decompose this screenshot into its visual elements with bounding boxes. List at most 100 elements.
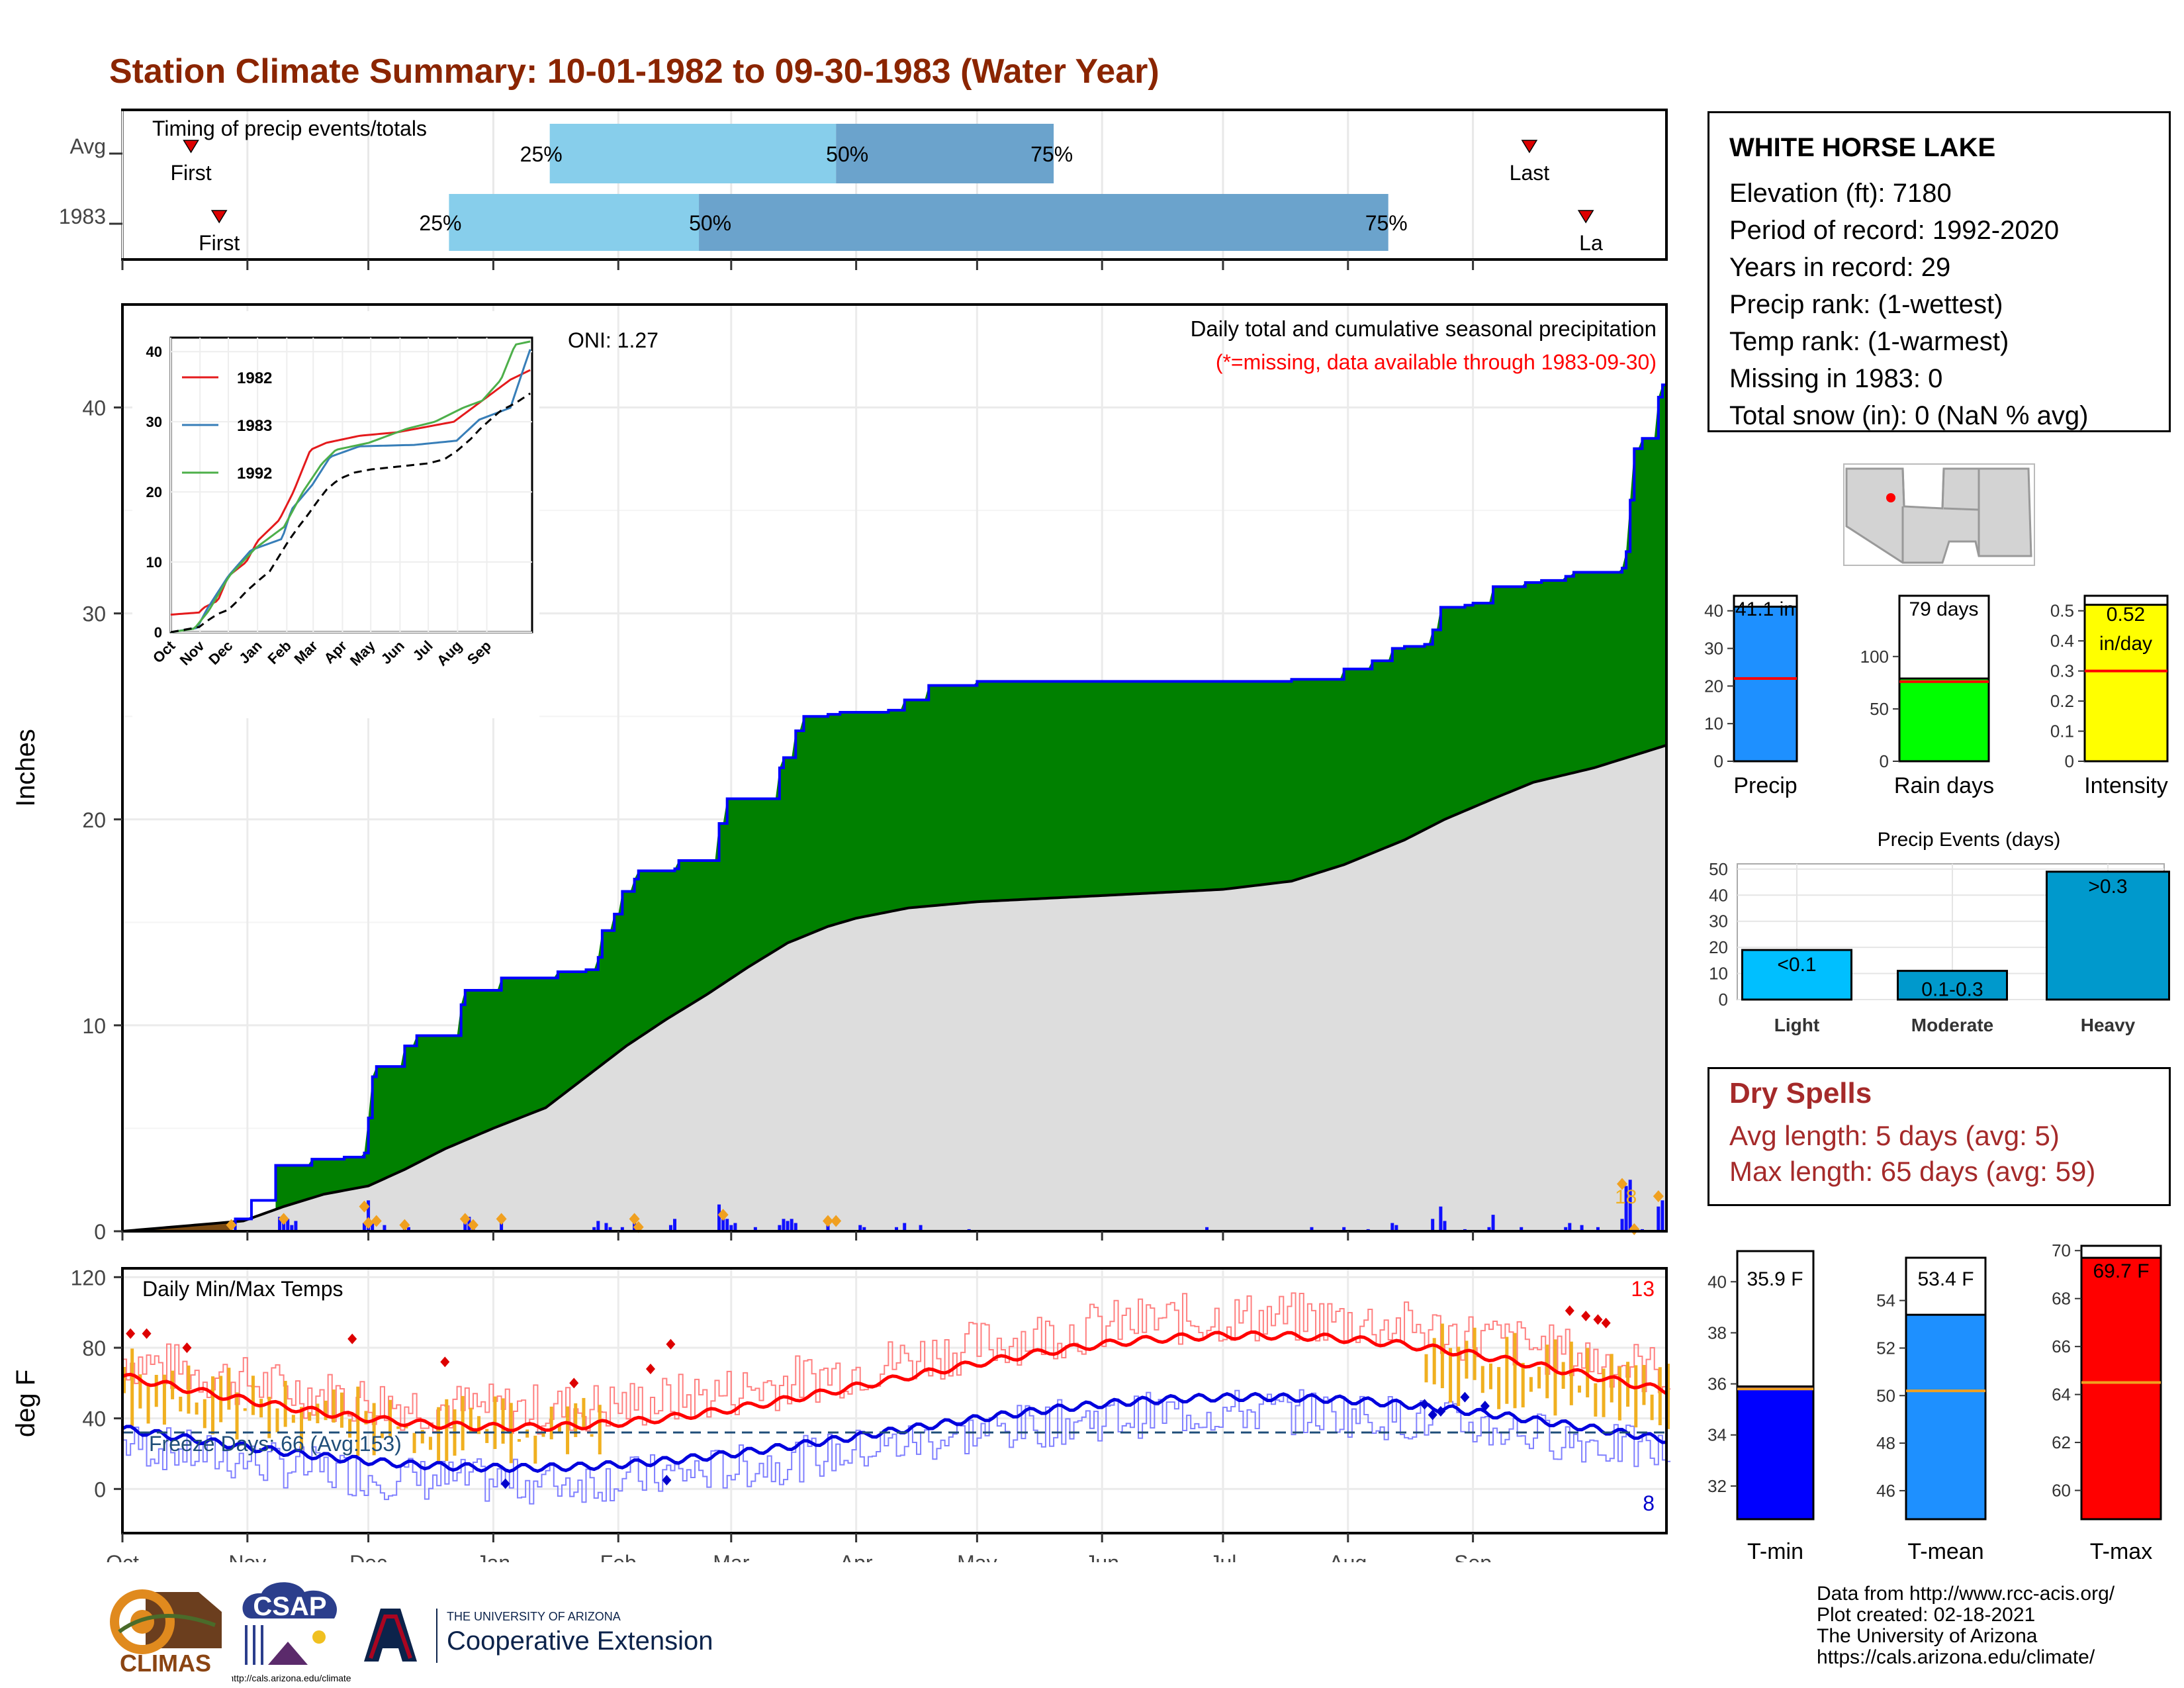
snow-marker [278, 1213, 289, 1225]
daily-precip-bar [862, 1227, 866, 1231]
inset-avg-line [170, 393, 531, 633]
station-line: Total snow (in): 0 (NaN % avg) [1729, 401, 2089, 430]
summary-bar-label: T-max [2090, 1539, 2152, 1564]
temp-range-bar [1553, 1339, 1557, 1416]
timing-chart: 25% 50% 75% First Last 25% 50% 75% First La Timin… [59, 109, 1668, 270]
precip-events-title: Precip Events (days) [1878, 829, 2061, 851]
temp-range-bar [1505, 1336, 1509, 1404]
temp-range-bar [1521, 1362, 1525, 1408]
summary-bar-label: Rain days [1894, 773, 1994, 798]
last-event-marker [1521, 140, 1538, 154]
summary-ytick-label: 34 [1707, 1425, 1727, 1445]
inset-legend-label: 1983 [237, 417, 272, 435]
timing-p25-label: 25% [520, 142, 563, 166]
record-high-marker [569, 1378, 579, 1389]
summary-ytick-label: 0.2 [2050, 691, 2074, 711]
temp-range-bar [308, 1412, 312, 1421]
precip-ytick-label: 10 [82, 1014, 106, 1038]
oni-label: ONI: 1.27 [568, 328, 659, 352]
summary-bar [1736, 1385, 1815, 1521]
precip-count-label: 18 [1615, 1186, 1637, 1208]
daily-precip-bar [1661, 1200, 1664, 1231]
month-label: Sep [1454, 1551, 1492, 1562]
last-event-label: La [1579, 231, 1603, 255]
precip-ytick-label: 20 [82, 808, 106, 832]
summary-bar [1898, 677, 1990, 763]
temp-range-bar [549, 1406, 553, 1440]
precip-title: Daily total and cumulative seasonal prec… [1191, 316, 1657, 341]
daily-precip-bar [1620, 1219, 1624, 1231]
temp-range-bar [1617, 1366, 1621, 1421]
record-low-marker [1480, 1401, 1490, 1411]
daily-precip-bar [826, 1225, 830, 1231]
temp-ytick-label: 80 [82, 1336, 106, 1360]
daily-precip-bar [790, 1219, 794, 1231]
station-line: Years in record: 29 [1729, 253, 1951, 282]
month-label: Apr [840, 1551, 873, 1562]
summary-ytick-label: 66 [2052, 1336, 2071, 1356]
snow-marker [496, 1213, 507, 1225]
daily-precip-bar [286, 1219, 290, 1231]
timing-bar-50-75 [836, 124, 1054, 183]
summary-ytick-label: 48 [1876, 1433, 1895, 1453]
temp-range-bar [154, 1374, 158, 1407]
daily-precip-bar [1580, 1225, 1584, 1231]
station-line: Missing in 1983: 0 [1729, 364, 1943, 393]
daily-precip-bar [1390, 1223, 1394, 1231]
temp-ytick-label: 120 [71, 1266, 106, 1289]
summary-value-label: 79 days [1909, 598, 1978, 620]
station-info-box: WHITE HORSE LAKE Elevation (ft): 7180 Pe… [1707, 111, 2171, 432]
summary-ytick-label: 0 [2065, 751, 2074, 771]
summary-ytick-label: 32 [1707, 1476, 1727, 1496]
record-high-marker [1565, 1305, 1574, 1316]
record-high-marker [666, 1338, 676, 1350]
temp-range-bar [1432, 1338, 1436, 1385]
csap-url: http://cals.arizona.edu/climate [232, 1673, 351, 1683]
temp-range-bar [122, 1366, 126, 1393]
avg-min-line [121, 1391, 1667, 1474]
events-ytick-label: 0 [1719, 990, 1728, 1009]
record-high-marker [142, 1328, 152, 1339]
temp-range-bar [348, 1419, 352, 1438]
events-ytick-label: 50 [1709, 859, 1728, 879]
snow-marker [359, 1200, 370, 1213]
month-label: Jul [1209, 1551, 1236, 1562]
temp-range-bar [541, 1432, 545, 1437]
snow-marker [822, 1215, 833, 1227]
temp-range-bar [1465, 1340, 1469, 1379]
daily-precip-bar [919, 1225, 923, 1231]
month-label: Aug [1329, 1551, 1367, 1562]
inset-ytick-label: 30 [146, 414, 162, 430]
daily-precip-bar [1624, 1186, 1628, 1231]
first-event-marker [210, 210, 228, 224]
temp-range-bar [1497, 1367, 1501, 1409]
freeze-days-label: Freeze Days: 66 (Avg:153) [149, 1432, 402, 1456]
summary-ytick-label: 50 [1870, 699, 1889, 719]
summary-ytick-label: 64 [2052, 1385, 2071, 1405]
record-high-marker [182, 1342, 192, 1353]
daily-precip-bar [406, 1227, 410, 1231]
snow-marker [1616, 1178, 1627, 1190]
events-ytick-label: 10 [1709, 964, 1728, 984]
events-ytick-label: 30 [1709, 912, 1728, 931]
location-map [1843, 463, 2035, 566]
daily-precip-bar [500, 1219, 504, 1231]
temp-range-bar [235, 1392, 239, 1440]
max-count-label: 13 [1631, 1277, 1655, 1301]
temp-range-bar [332, 1389, 336, 1423]
avg-cumulative-line [122, 743, 1667, 1233]
temp-range-bar [195, 1402, 199, 1415]
temp-range-bar [1594, 1383, 1598, 1417]
month-label: Nov [228, 1551, 266, 1562]
temp-range-bar [1457, 1346, 1461, 1406]
daily-precip-bar [778, 1225, 782, 1231]
timing-p75-label: 75% [1365, 211, 1408, 235]
daily-precip-bar [1443, 1221, 1447, 1231]
temp-range-bar [582, 1397, 586, 1429]
summary-ytick-label: 0.5 [2050, 601, 2074, 621]
daily-precip-bar [592, 1227, 596, 1231]
record-high-marker [1581, 1311, 1591, 1321]
snow-marker [363, 1217, 374, 1229]
daily-precip-bar [733, 1223, 737, 1231]
temp-range-bar [138, 1374, 142, 1409]
